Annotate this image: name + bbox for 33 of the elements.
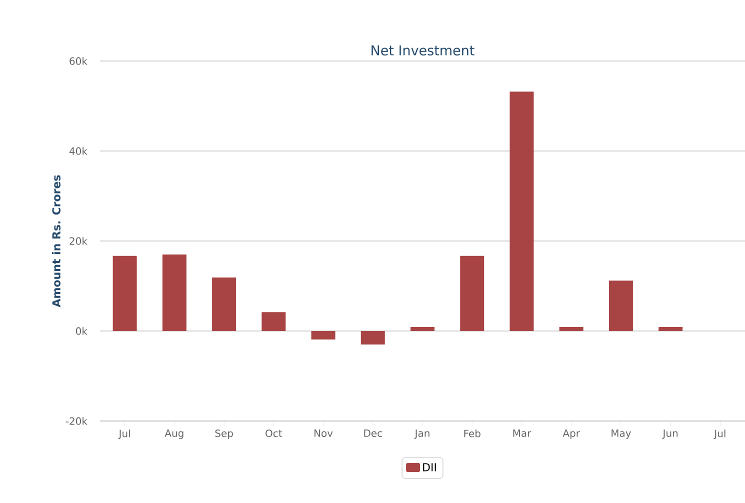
y-tick-label: 20k: [70, 237, 88, 245]
bar: [658, 326, 683, 331]
x-tick-label: Aug: [164, 430, 184, 439]
x-tick-label: Jun: [662, 430, 678, 439]
y-tick-label: 60k: [70, 57, 88, 65]
x-tick-label: Jul: [118, 430, 130, 440]
bar: [162, 254, 186, 331]
chart-title: Net Investment: [372, 45, 474, 56]
bar: [311, 330, 336, 340]
x-tick-label: Oct: [266, 430, 282, 438]
bar: [460, 256, 484, 331]
x-tick-label: Feb: [464, 430, 480, 438]
y-tick-label: 0k: [76, 327, 88, 335]
legend-label: DII: [423, 463, 436, 472]
x-tick-label: Jul: [714, 430, 726, 440]
bar: [112, 256, 137, 331]
bar: [262, 312, 286, 331]
x-tick-label: Sep: [215, 430, 233, 440]
y-tick-label: 40k: [69, 147, 88, 155]
x-tick-label: Mar: [513, 430, 532, 437]
bar: [608, 280, 633, 331]
bar: [410, 326, 435, 331]
x-tick-label: Dec: [364, 430, 382, 437]
x-tick-label: Apr: [562, 430, 580, 439]
y-tick-label: -20k: [66, 417, 88, 425]
bar: [510, 92, 534, 331]
bar: [212, 277, 236, 331]
y-axis-title: Amount in Rs. Crores: [52, 175, 60, 308]
bar: [360, 330, 385, 344]
bar: [559, 326, 584, 331]
x-tick-label: Jan: [414, 430, 430, 439]
x-tick-label: May: [612, 430, 632, 439]
x-tick-label: Nov: [314, 430, 333, 437]
